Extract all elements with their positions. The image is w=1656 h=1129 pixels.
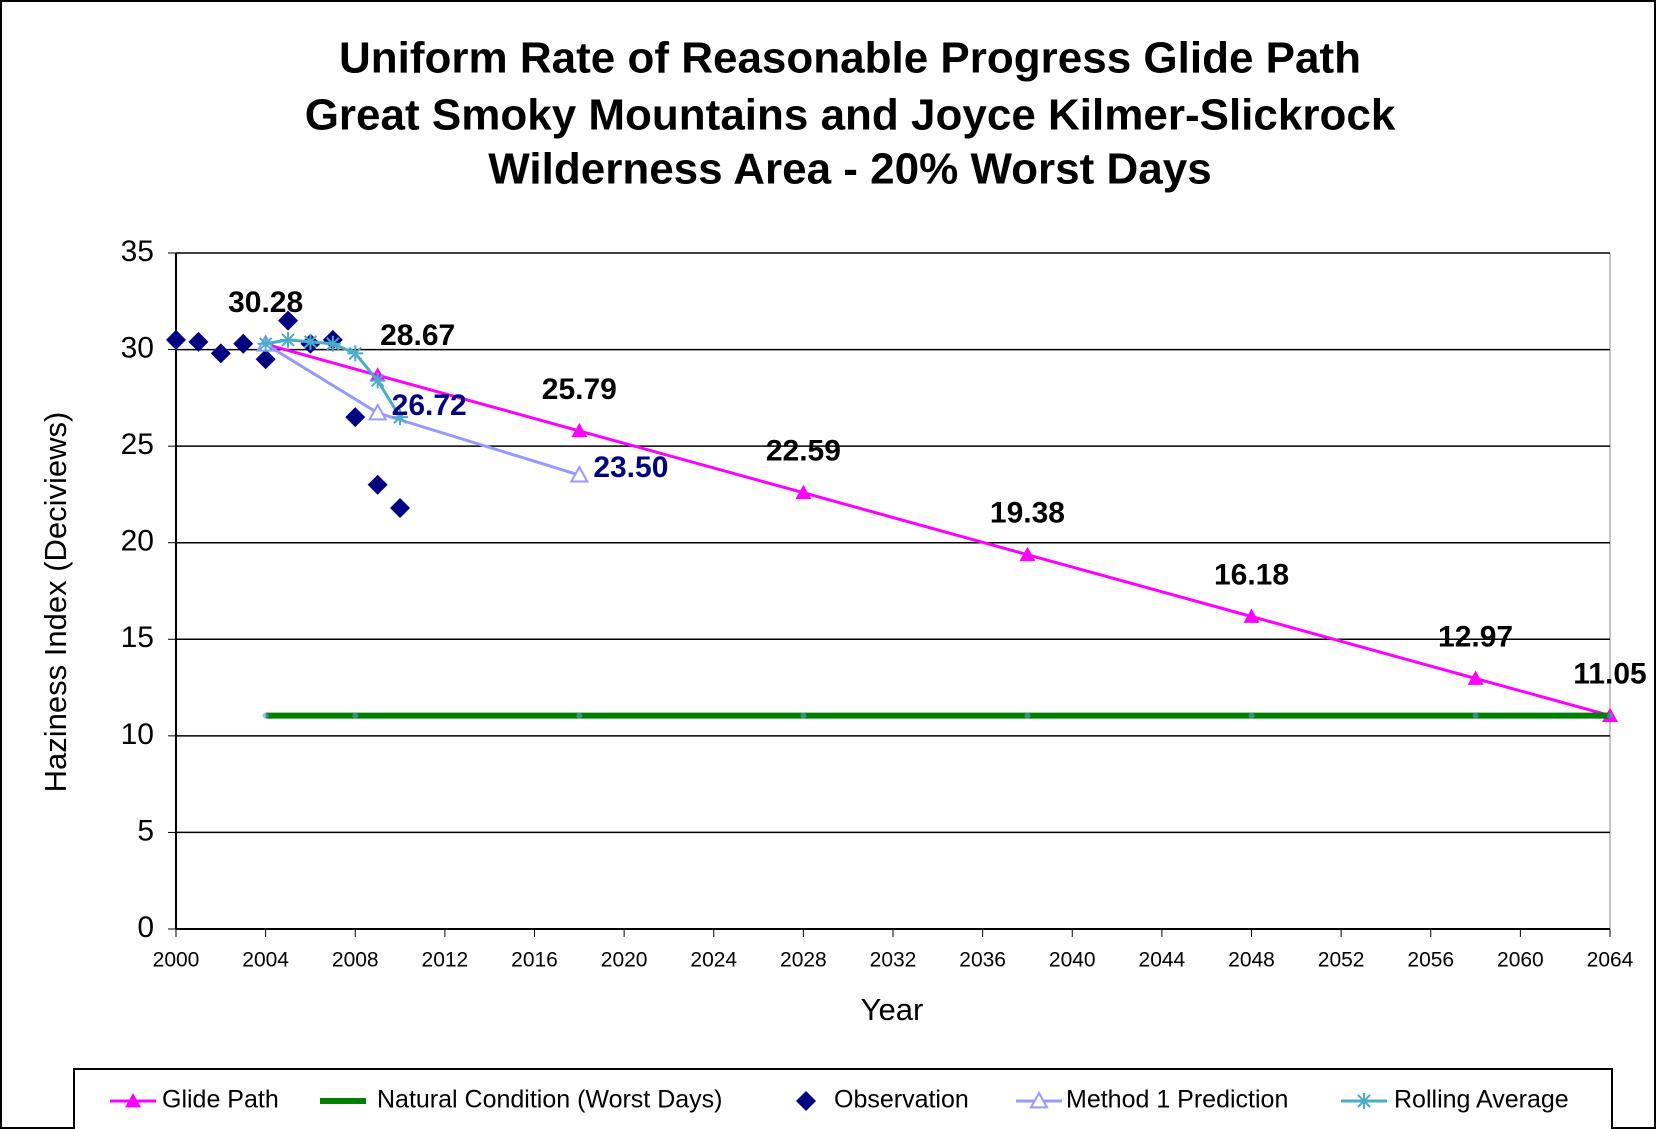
y-tick-label: 15	[121, 621, 154, 654]
legend-marker	[1356, 1093, 1372, 1109]
data-point	[390, 497, 411, 518]
x-axis-title: Year	[861, 992, 924, 1027]
data-point	[166, 329, 186, 350]
x-tick-label: 2048	[1228, 949, 1275, 972]
data-point	[569, 465, 590, 483]
data-point	[1024, 712, 1031, 719]
data-point	[1467, 670, 1484, 685]
x-tick-label: 2044	[1139, 949, 1186, 972]
legend-marker	[125, 1093, 141, 1108]
data-point	[280, 331, 297, 348]
data-label: 16.18	[1214, 558, 1289, 591]
data-point	[571, 422, 588, 438]
x-tick-label: 2008	[332, 949, 379, 972]
y-tick-label: 0	[137, 911, 154, 944]
chart-title: Wilderness Area - 20% Worst Days	[488, 145, 1211, 194]
data-label: 26.72	[392, 389, 467, 422]
x-tick-label: 2060	[1497, 949, 1544, 972]
x-tick-label: 2056	[1407, 949, 1454, 972]
data-label: 23.50	[593, 451, 668, 484]
data-point	[352, 712, 359, 719]
data-point	[255, 349, 276, 370]
data-point	[1248, 712, 1255, 719]
x-tick-label: 2024	[690, 949, 737, 972]
y-axis-title: Haziness Index (Deciviews)	[38, 412, 73, 793]
data-point	[367, 474, 388, 495]
legend-label: Method 1 Prediction	[1066, 1086, 1288, 1114]
y-tick-label: 35	[121, 235, 154, 268]
x-tick-label: 2040	[1049, 949, 1096, 972]
data-point	[392, 409, 409, 426]
x-tick-label: 2036	[959, 949, 1006, 972]
legend-label: Rolling Average	[1394, 1086, 1569, 1114]
data-point	[347, 345, 364, 362]
y-tick-label: 10	[121, 718, 154, 751]
data-point	[233, 333, 254, 354]
x-tick-label: 2000	[153, 949, 200, 972]
data-label: 28.67	[380, 319, 455, 352]
data-point	[1019, 546, 1036, 562]
data-point	[262, 712, 269, 719]
y-tick-label: 5	[137, 814, 154, 847]
legend-label: Natural Condition (Worst Days)	[377, 1086, 722, 1114]
data-label: 12.97	[1438, 620, 1513, 653]
data-label: 19.38	[990, 497, 1065, 530]
legend-label: Glide Path	[162, 1086, 279, 1114]
x-tick-label: 2012	[422, 949, 469, 972]
data-point	[369, 372, 386, 389]
data-point	[188, 331, 209, 352]
y-tick-label: 25	[121, 428, 154, 461]
data-point	[302, 333, 319, 350]
data-label: 11.05	[1573, 657, 1646, 690]
x-tick-label: 2032	[870, 949, 917, 972]
data-point	[795, 484, 812, 500]
chart-title: Great Smoky Mountains and Joyce Kilmer-S…	[305, 91, 1396, 140]
plot-area	[175, 252, 1611, 930]
data-point	[576, 712, 583, 719]
legend-marker	[796, 1091, 816, 1111]
x-tick-label: 2004	[242, 949, 289, 972]
data-point	[1472, 712, 1479, 719]
legend-marker	[1029, 1090, 1049, 1109]
data-point	[210, 343, 231, 364]
data-point	[278, 310, 299, 331]
series-line	[265, 342, 1611, 718]
data-label: 22.59	[766, 435, 841, 468]
data-point	[257, 335, 274, 352]
legend-label: Observation	[834, 1086, 969, 1114]
data-point	[1243, 608, 1260, 623]
x-tick-label: 2020	[601, 949, 648, 972]
data-point	[324, 335, 341, 352]
y-tick-label: 20	[121, 525, 154, 558]
data-point	[345, 407, 366, 428]
chart-title: Uniform Rate of Reasonable Progress Glid…	[339, 34, 1361, 83]
x-tick-label: 2052	[1318, 949, 1365, 972]
x-tick-label: 2064	[1587, 949, 1634, 972]
data-point	[367, 402, 388, 421]
data-point	[1607, 712, 1613, 719]
data-label: 30.28	[228, 286, 303, 319]
data-point	[800, 712, 807, 719]
x-tick-label: 2028	[780, 949, 827, 972]
data-label: 25.79	[542, 373, 617, 406]
y-tick-label: 30	[121, 331, 154, 364]
x-tick-label: 2016	[511, 949, 558, 972]
